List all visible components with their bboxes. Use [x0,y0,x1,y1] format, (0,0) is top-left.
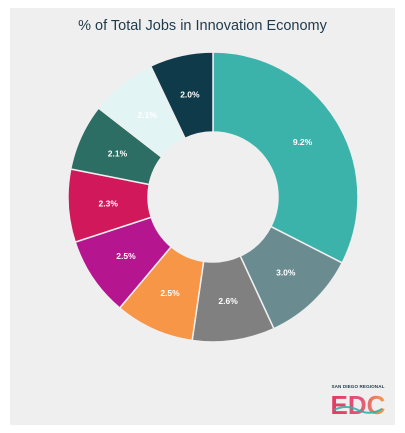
chart-panel: % of Total Jobs in Innovation Economy 9.… [10,8,395,425]
slice-1 [212,51,359,264]
slice-label-1: 9.2% [293,137,313,147]
slice-label-4: 2.5% [160,288,180,298]
logo-small-text: SAN DIEGO REGIONAL [331,384,385,389]
logo-word-text: EDC [331,390,386,418]
slice-label-5: 2.5% [116,251,136,261]
slices-group [67,51,359,343]
edc-logo: SAN DIEGO REGIONAL EDC [328,384,388,420]
slice-9 [149,51,214,140]
labels-group: 9.2% 3.0% 2.6% 2.5% 2.5% 2.3% 2.1% 2.1% 2.0% [99,90,313,306]
chart-title: % of Total Jobs in Innovation Economy [78,18,327,34]
slice-label-2: 3.0% [276,268,296,278]
donut-chart: 9.2% 3.0% 2.6% 2.5% 2.5% 2.3% 2.1% 2.1% 2.0% [67,51,359,343]
logo-word-graphic: EDC [331,390,386,418]
slice-label-9: 2.0% [180,90,200,100]
slice-label-3: 2.6% [218,296,238,306]
slice-label-7: 2.1% [108,148,128,158]
slice-label-8: 2.1% [138,110,158,120]
slice-label-6: 2.3% [99,198,119,208]
